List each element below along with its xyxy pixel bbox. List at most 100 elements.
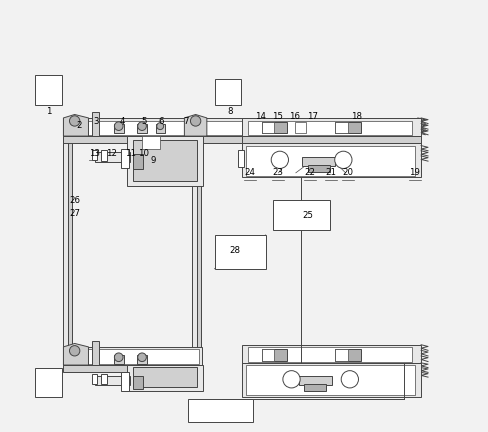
- Text: 1: 1: [46, 107, 52, 116]
- Bar: [156, 124, 164, 133]
- Bar: [238, 150, 244, 167]
- Bar: [127, 136, 203, 186]
- Text: 6: 6: [158, 118, 164, 126]
- Text: 8: 8: [227, 107, 233, 116]
- Bar: [92, 150, 97, 160]
- Text: 26: 26: [69, 197, 80, 205]
- Bar: [262, 122, 287, 133]
- Bar: [95, 376, 129, 385]
- Text: 15: 15: [272, 112, 283, 121]
- Bar: [133, 376, 143, 389]
- Polygon shape: [63, 114, 88, 136]
- Text: 14: 14: [255, 112, 266, 121]
- Bar: [63, 347, 202, 365]
- Bar: [133, 140, 197, 181]
- Circle shape: [138, 353, 146, 362]
- Bar: [133, 367, 197, 387]
- Bar: [114, 124, 124, 133]
- Bar: [35, 75, 61, 105]
- Circle shape: [69, 116, 80, 126]
- Bar: [262, 349, 287, 361]
- Text: 11: 11: [125, 149, 136, 158]
- Bar: [73, 349, 199, 364]
- Bar: [92, 341, 99, 365]
- Text: 23: 23: [272, 168, 283, 177]
- Bar: [121, 372, 129, 391]
- Bar: [73, 121, 328, 135]
- Bar: [242, 118, 421, 136]
- Bar: [295, 122, 306, 133]
- Text: 5: 5: [141, 118, 146, 126]
- Bar: [188, 399, 253, 422]
- Circle shape: [283, 371, 300, 388]
- Circle shape: [138, 122, 146, 130]
- Bar: [335, 349, 347, 361]
- Text: 13: 13: [89, 149, 101, 158]
- Bar: [262, 349, 274, 361]
- Bar: [335, 349, 361, 361]
- Text: 4: 4: [120, 118, 125, 126]
- Bar: [63, 136, 418, 143]
- Polygon shape: [63, 343, 88, 365]
- Bar: [215, 79, 241, 105]
- Text: 19: 19: [409, 168, 420, 177]
- Bar: [299, 376, 332, 385]
- Bar: [303, 157, 335, 166]
- Text: 21: 21: [326, 168, 337, 177]
- Bar: [335, 122, 361, 133]
- Text: 7: 7: [183, 118, 188, 126]
- Bar: [142, 136, 160, 149]
- Bar: [63, 130, 68, 365]
- Text: 17: 17: [307, 112, 318, 121]
- Text: 9: 9: [151, 156, 156, 165]
- Bar: [114, 355, 124, 364]
- Bar: [242, 136, 421, 143]
- Bar: [95, 152, 129, 162]
- Circle shape: [114, 353, 123, 362]
- Circle shape: [341, 371, 359, 388]
- Text: 12: 12: [106, 149, 117, 158]
- Circle shape: [114, 122, 123, 130]
- Bar: [335, 122, 347, 133]
- Bar: [63, 365, 202, 372]
- Bar: [242, 143, 421, 177]
- Text: 16: 16: [289, 112, 301, 121]
- Bar: [121, 149, 129, 168]
- Circle shape: [335, 151, 352, 168]
- Bar: [137, 355, 147, 364]
- Bar: [133, 154, 143, 169]
- Bar: [246, 146, 415, 176]
- Bar: [192, 130, 197, 365]
- Bar: [197, 130, 201, 365]
- Bar: [248, 121, 412, 135]
- Bar: [92, 374, 97, 384]
- Bar: [248, 347, 412, 362]
- Bar: [305, 384, 326, 391]
- Bar: [215, 235, 265, 269]
- Text: 27: 27: [69, 210, 80, 218]
- Bar: [101, 374, 106, 384]
- Bar: [127, 365, 203, 391]
- Bar: [101, 150, 106, 161]
- Circle shape: [157, 123, 163, 130]
- Bar: [273, 200, 329, 230]
- Bar: [242, 345, 421, 363]
- Bar: [246, 365, 415, 395]
- Bar: [308, 165, 329, 172]
- Circle shape: [69, 346, 80, 356]
- Bar: [137, 124, 147, 133]
- Text: 20: 20: [342, 168, 353, 177]
- Text: 18: 18: [351, 112, 362, 121]
- Text: 22: 22: [304, 168, 315, 177]
- Text: 10: 10: [138, 149, 149, 158]
- Bar: [242, 363, 421, 370]
- Text: 24: 24: [244, 168, 255, 177]
- Bar: [92, 112, 99, 136]
- Circle shape: [190, 116, 201, 126]
- Text: 2: 2: [76, 121, 81, 130]
- Text: 28: 28: [229, 246, 240, 255]
- Text: 25: 25: [303, 211, 313, 219]
- Bar: [262, 122, 274, 133]
- Polygon shape: [184, 114, 207, 136]
- Bar: [68, 130, 72, 365]
